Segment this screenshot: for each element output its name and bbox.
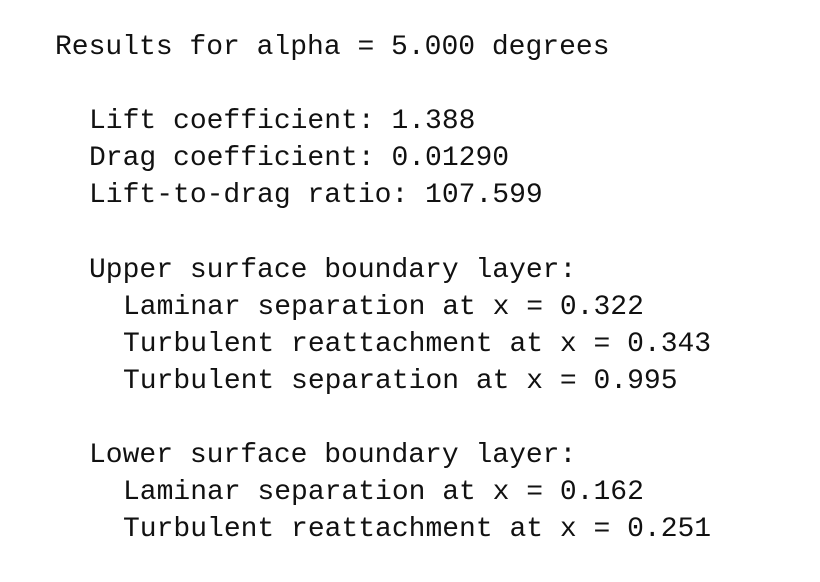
lift-to-drag-ratio-line: Lift-to-drag ratio: 107.599 — [89, 180, 543, 211]
lower-turbulent-reattachment-line: Turbulent reattachment at x = 0.251 — [123, 514, 712, 545]
lower-surface-title: Lower surface boundary layer: — [89, 440, 577, 471]
upper-turbulent-reattachment-line: Turbulent reattachment at x = 0.343 — [123, 329, 712, 360]
upper-turbulent-separation-line: Turbulent separation at x = 0.995 — [123, 366, 678, 397]
upper-surface-title: Upper surface boundary layer: — [89, 255, 577, 286]
lower-laminar-separation-line: Laminar separation at x = 0.162 — [123, 477, 644, 508]
upper-laminar-separation-line: Laminar separation at x = 0.322 — [123, 292, 644, 323]
results-header: Results for alpha = 5.000 degrees — [55, 32, 610, 63]
drag-coefficient-line: Drag coefficient: 0.01290 — [89, 143, 510, 174]
lift-coefficient-line: Lift coefficient: 1.388 — [89, 106, 476, 137]
